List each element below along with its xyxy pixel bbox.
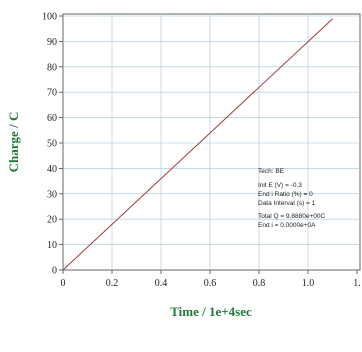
x-axis-title: Time / 1e+4sec [170,304,252,319]
y-tick-label: 70 [47,88,57,99]
plot-area [62,13,361,271]
annotation-line: End i Ratio (%) = 0 [258,191,313,198]
axis-ticks [59,15,358,274]
x-tick-label: 0.8 [253,278,266,289]
series-group [62,18,333,271]
y-tick-label: 90 [47,37,57,48]
grid-lines [63,14,360,270]
y-tick-label: 100 [42,12,57,23]
annotation-line: Init E (V) = -0.3 [258,182,302,189]
y-tick-labels: 0 10 20 30 40 50 60 70 80 90 100 [42,12,57,277]
x-tick-label: 0 [61,278,66,289]
series-line [62,18,333,271]
x-tick-label: 0.4 [155,278,168,289]
y-tick-label: 10 [47,240,57,251]
annotation-box: Tech: BE Init E (V) = -0.3 End i Ratio (%)… [258,168,326,229]
y-tick-label: 30 [47,189,57,200]
y-tick-label: 40 [47,164,57,175]
y-tick-label: 60 [47,113,57,124]
annotation-line: End i = 0.0000e+0A [258,222,316,229]
x-tick-label: 0.2 [106,278,119,289]
y-tick-label: 0 [52,266,57,277]
x-tick-label: 1.0 [302,278,315,289]
y-tick-label: 20 [47,215,57,226]
annotation-line: Tech: BE [258,168,285,175]
y-axis-title: Charge / C [6,112,21,173]
annotation-line: Data Interval (s) = 1 [258,200,316,207]
x-tick-labels: 0 0.2 0.4 0.6 0.8 1.0 1. [61,278,361,289]
y-tick-label: 50 [47,139,57,150]
x-tick-label: 0.6 [204,278,217,289]
y-tick-label: 80 [47,62,57,73]
x-tick-label: 1. [353,278,361,289]
annotation-line: Total Q = 9.8880e+00C [258,213,326,220]
